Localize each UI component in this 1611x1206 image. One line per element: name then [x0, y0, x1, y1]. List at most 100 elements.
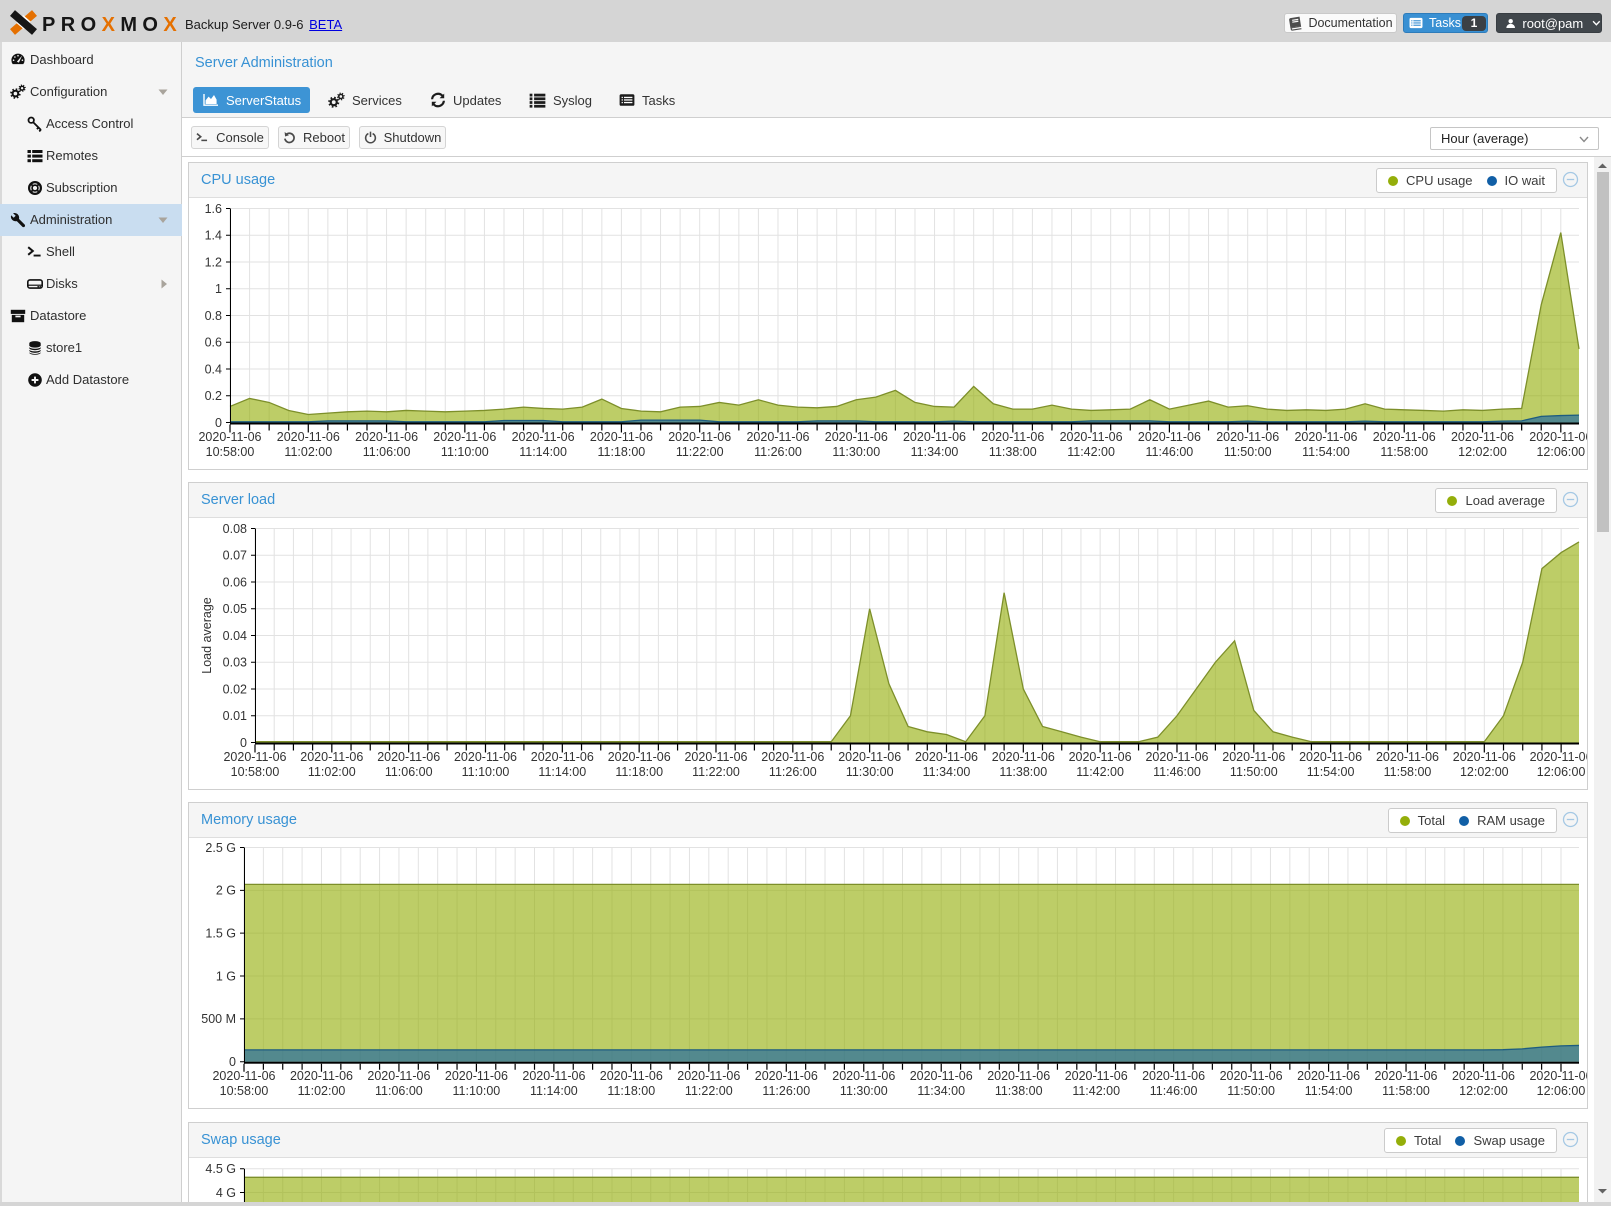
svg-text:1.2: 1.2: [205, 255, 222, 269]
svg-text:11:06:00: 11:06:00: [375, 1084, 423, 1098]
svg-text:2020-11-06: 2020-11-06: [1138, 430, 1201, 444]
svg-text:2020-11-06: 2020-11-06: [755, 1069, 818, 1083]
svg-text:11:46:00: 11:46:00: [1146, 445, 1194, 459]
svg-text:0.06: 0.06: [223, 575, 247, 589]
svg-text:1.4: 1.4: [205, 229, 222, 243]
svg-text:2020-11-06: 2020-11-06: [1297, 1069, 1360, 1083]
svg-text:11:26:00: 11:26:00: [769, 765, 817, 779]
svg-text:11:38:00: 11:38:00: [995, 1084, 1043, 1098]
svg-text:11:26:00: 11:26:00: [762, 1084, 810, 1098]
svg-text:11:58:00: 11:58:00: [1380, 445, 1428, 459]
svg-text:10:58:00: 10:58:00: [206, 445, 255, 459]
svg-text:12:02:00: 12:02:00: [1460, 765, 1509, 779]
svg-text:2020-11-06: 2020-11-06: [668, 430, 731, 444]
svg-text:4.5 G: 4.5 G: [205, 1162, 236, 1176]
svg-text:2020-11-06: 2020-11-06: [1060, 430, 1123, 444]
svg-text:2020-11-06: 2020-11-06: [915, 750, 978, 764]
svg-text:0.08: 0.08: [223, 522, 247, 536]
svg-text:12:02:00: 12:02:00: [1458, 445, 1507, 459]
svg-text:11:46:00: 11:46:00: [1153, 765, 1201, 779]
svg-text:11:10:00: 11:10:00: [462, 765, 510, 779]
svg-text:2020-11-06: 2020-11-06: [1294, 430, 1357, 444]
svg-text:2020-11-06: 2020-11-06: [1142, 1069, 1205, 1083]
svg-text:11:06:00: 11:06:00: [385, 765, 433, 779]
svg-text:10:58:00: 10:58:00: [231, 765, 280, 779]
svg-text:2020-11-06: 2020-11-06: [290, 1069, 353, 1083]
svg-text:11:34:00: 11:34:00: [917, 1084, 965, 1098]
svg-text:11:14:00: 11:14:00: [519, 445, 567, 459]
svg-text:10:58:00: 10:58:00: [220, 1084, 269, 1098]
svg-text:11:34:00: 11:34:00: [911, 445, 959, 459]
svg-text:2020-11-06: 2020-11-06: [590, 430, 653, 444]
svg-text:11:02:00: 11:02:00: [298, 1084, 346, 1098]
svg-text:2020-11-06: 2020-11-06: [522, 1069, 585, 1083]
svg-text:2020-11-06: 2020-11-06: [433, 430, 496, 444]
svg-text:11:18:00: 11:18:00: [607, 1084, 655, 1098]
svg-text:12:06:00: 12:06:00: [1537, 1084, 1586, 1098]
svg-text:11:22:00: 11:22:00: [676, 445, 724, 459]
svg-text:2020-11-06: 2020-11-06: [1530, 750, 1587, 764]
svg-text:1 G: 1 G: [216, 969, 236, 983]
svg-text:2020-11-06: 2020-11-06: [825, 430, 888, 444]
svg-text:11:46:00: 11:46:00: [1150, 1084, 1198, 1098]
svg-text:11:30:00: 11:30:00: [846, 765, 894, 779]
svg-text:11:50:00: 11:50:00: [1230, 765, 1278, 779]
svg-text:2020-11-06: 2020-11-06: [355, 430, 418, 444]
svg-text:11:54:00: 11:54:00: [1302, 445, 1350, 459]
svg-text:2020-11-06: 2020-11-06: [992, 750, 1055, 764]
svg-text:2020-11-06: 2020-11-06: [1069, 750, 1132, 764]
svg-text:11:42:00: 11:42:00: [1067, 445, 1115, 459]
svg-text:11:18:00: 11:18:00: [615, 765, 663, 779]
svg-text:2020-11-06: 2020-11-06: [223, 750, 286, 764]
svg-text:0.07: 0.07: [223, 549, 247, 563]
svg-text:11:42:00: 11:42:00: [1076, 765, 1124, 779]
svg-text:11:58:00: 11:58:00: [1384, 765, 1432, 779]
svg-text:0.6: 0.6: [205, 336, 222, 350]
svg-text:0: 0: [229, 1055, 236, 1069]
svg-text:2020-11-06: 2020-11-06: [910, 1069, 973, 1083]
svg-text:11:30:00: 11:30:00: [832, 445, 880, 459]
svg-text:2020-11-06: 2020-11-06: [367, 1069, 430, 1083]
svg-text:12:02:00: 12:02:00: [1459, 1084, 1508, 1098]
svg-text:11:22:00: 11:22:00: [692, 765, 740, 779]
svg-text:2020-11-06: 2020-11-06: [838, 750, 901, 764]
svg-text:2020-11-06: 2020-11-06: [454, 750, 517, 764]
svg-text:11:06:00: 11:06:00: [363, 445, 411, 459]
svg-text:2020-11-06: 2020-11-06: [981, 430, 1044, 444]
svg-text:2020-11-06: 2020-11-06: [684, 750, 747, 764]
svg-text:0.05: 0.05: [223, 602, 247, 616]
svg-text:0: 0: [215, 416, 222, 430]
svg-text:11:14:00: 11:14:00: [538, 765, 586, 779]
svg-text:2020-11-06: 2020-11-06: [677, 1069, 740, 1083]
svg-text:2020-11-06: 2020-11-06: [1145, 750, 1208, 764]
svg-text:11:10:00: 11:10:00: [453, 1084, 501, 1098]
svg-text:2020-11-06: 2020-11-06: [1216, 430, 1279, 444]
svg-text:2020-11-06: 2020-11-06: [1220, 1069, 1283, 1083]
svg-text:0.2: 0.2: [205, 389, 222, 403]
svg-text:11:54:00: 11:54:00: [1307, 765, 1355, 779]
svg-text:12:06:00: 12:06:00: [1536, 445, 1585, 459]
svg-text:11:14:00: 11:14:00: [530, 1084, 578, 1098]
svg-text:11:30:00: 11:30:00: [840, 1084, 888, 1098]
svg-text:2020-11-06: 2020-11-06: [761, 750, 824, 764]
svg-text:2020-11-06: 2020-11-06: [608, 750, 671, 764]
svg-text:1: 1: [215, 282, 222, 296]
svg-text:2020-11-06: 2020-11-06: [1373, 430, 1436, 444]
svg-text:2020-11-06: 2020-11-06: [832, 1069, 895, 1083]
svg-text:2020-11-06: 2020-11-06: [300, 750, 363, 764]
svg-text:11:18:00: 11:18:00: [598, 445, 646, 459]
svg-text:2.5 G: 2.5 G: [205, 841, 236, 855]
svg-text:2 G: 2 G: [216, 884, 236, 898]
svg-text:12:06:00: 12:06:00: [1537, 765, 1586, 779]
svg-text:2020-11-06: 2020-11-06: [1065, 1069, 1128, 1083]
svg-text:11:34:00: 11:34:00: [923, 765, 971, 779]
svg-text:11:58:00: 11:58:00: [1382, 1084, 1430, 1098]
svg-text:2020-11-06: 2020-11-06: [512, 430, 575, 444]
svg-text:11:38:00: 11:38:00: [989, 445, 1037, 459]
svg-text:1.6: 1.6: [205, 202, 222, 216]
svg-text:11:50:00: 11:50:00: [1227, 1084, 1275, 1098]
svg-text:2020-11-06: 2020-11-06: [1529, 430, 1587, 444]
svg-text:2020-11-06: 2020-11-06: [377, 750, 440, 764]
svg-text:11:02:00: 11:02:00: [284, 445, 332, 459]
svg-text:11:10:00: 11:10:00: [441, 445, 489, 459]
